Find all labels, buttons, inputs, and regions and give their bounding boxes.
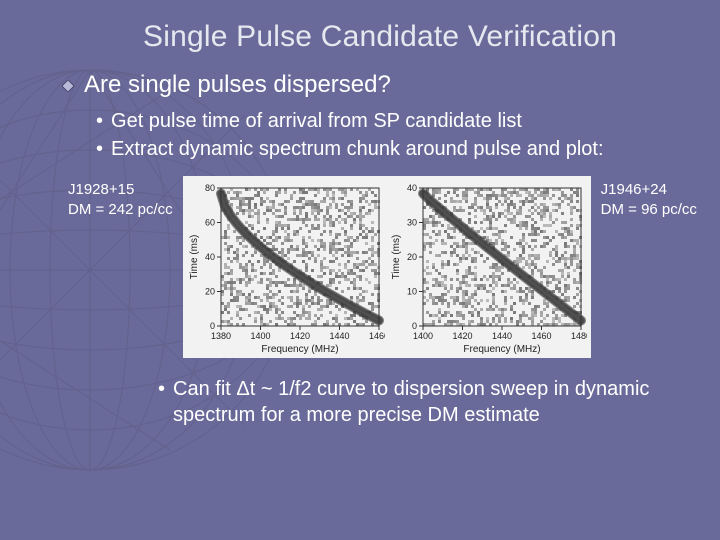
svg-text:20: 20: [407, 252, 417, 262]
bullet-dot-icon: •: [96, 108, 103, 134]
dynamic-spectrum-plots: 1380 1400 1420 1440 1460 0 20 40 60 80 Frequency (…: [183, 176, 591, 358]
diamond-bullet-icon: [62, 80, 74, 92]
svg-text:0: 0: [412, 321, 417, 331]
svg-text:30: 30: [407, 218, 417, 228]
bullet-dot-icon: •: [96, 136, 103, 162]
dm-value: DM = 242 pc/cc: [68, 201, 173, 218]
svg-text:1440: 1440: [492, 331, 512, 341]
figure-right-label: J1946+24 DM = 96 pc/cc: [601, 176, 697, 219]
svg-text:1460: 1460: [369, 331, 385, 341]
svg-text:1480: 1480: [571, 331, 587, 341]
slide-body: Are single pulses dispersed? • Get pulse…: [0, 64, 720, 428]
figure-left-label: J1928+15 DM = 242 pc/cc: [68, 176, 173, 219]
source-name: J1928+15: [68, 181, 134, 198]
main-bullet-text: Are single pulses dispersed?: [84, 70, 391, 100]
svg-text:1420: 1420: [290, 331, 310, 341]
svg-text:0: 0: [210, 321, 215, 331]
slide-title: Single Pulse Candidate Verification: [0, 0, 720, 64]
svg-text:1400: 1400: [413, 331, 433, 341]
source-name: J1946+24: [601, 181, 667, 198]
plot-right: 1400 1420 1440 1460 1480 0 10 20 30 40 Frequency (…: [389, 180, 587, 356]
svg-text:Time (ms): Time (ms): [189, 235, 200, 280]
sub-bullet: • Extract dynamic spectrum chunk around …: [96, 136, 680, 162]
svg-text:1380: 1380: [211, 331, 231, 341]
after-bullet-list: • Can fit Δt ~ 1/f2 curve to dispersion …: [158, 376, 680, 428]
svg-text:Time (ms): Time (ms): [391, 235, 402, 280]
svg-text:Frequency (MHz): Frequency (MHz): [463, 344, 540, 355]
sub-bullet-list: • Get pulse time of arrival from SP cand…: [96, 108, 680, 162]
sub-bullet: • Get pulse time of arrival from SP cand…: [96, 108, 680, 134]
slide-container: Single Pulse Candidate Verification Are …: [0, 0, 720, 540]
sub-bullet: • Can fit Δt ~ 1/f2 curve to dispersion …: [158, 376, 680, 428]
svg-text:60: 60: [205, 218, 215, 228]
svg-text:Frequency (MHz): Frequency (MHz): [261, 344, 338, 355]
after-bullet-text: Can fit Δt ~ 1/f2 curve to dispersion sw…: [173, 376, 680, 428]
svg-text:1420: 1420: [452, 331, 472, 341]
svg-text:80: 80: [205, 183, 215, 193]
sub-bullet-text: Get pulse time of arrival from SP candid…: [111, 108, 522, 134]
svg-text:10: 10: [407, 287, 417, 297]
sub-bullet-text: Extract dynamic spectrum chunk around pu…: [111, 136, 603, 162]
svg-text:1460: 1460: [531, 331, 551, 341]
dm-value: DM = 96 pc/cc: [601, 201, 697, 218]
main-bullet: Are single pulses dispersed?: [62, 70, 680, 100]
figure-row: J1928+15 DM = 242 pc/cc 1380 1400 1420 1440…: [68, 176, 670, 358]
svg-text:1400: 1400: [250, 331, 270, 341]
plot-left: 1380 1400 1420 1440 1460 0 20 40 60 80 Frequency (…: [187, 180, 385, 356]
svg-text:1440: 1440: [329, 331, 349, 341]
svg-text:40: 40: [205, 252, 215, 262]
bullet-dot-icon: •: [158, 376, 165, 402]
svg-text:40: 40: [407, 183, 417, 193]
svg-text:20: 20: [205, 287, 215, 297]
